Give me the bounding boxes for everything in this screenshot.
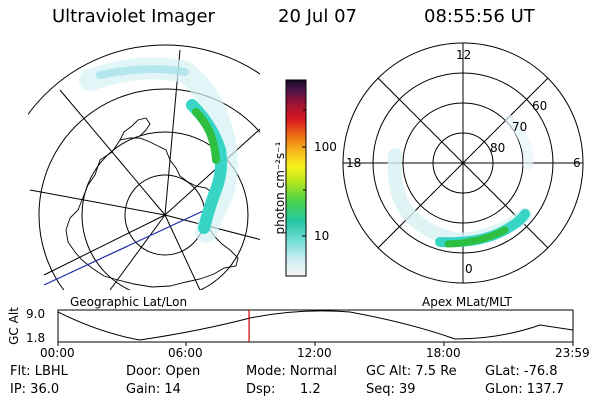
- aurora-mag: [387, 115, 534, 248]
- altitude-curve: [58, 310, 573, 341]
- mlt-label-18: 18: [346, 156, 362, 170]
- header-date: 20 Jul 07: [278, 6, 357, 27]
- info-glon: GLon: 137.7: [485, 382, 565, 397]
- info-dsp-value: 1.2: [300, 382, 321, 397]
- altitude-plot-frame: [57, 309, 574, 343]
- antarctic-peninsula: [119, 117, 151, 141]
- info-dsp-label: Dsp:: [246, 382, 276, 397]
- colorbar-tick-100: 100: [314, 140, 337, 154]
- altitude-ytick-1-8: 1.8: [26, 331, 46, 345]
- mlt-label-6: 6: [573, 156, 581, 170]
- aurora-geo: [79, 57, 238, 243]
- info-filter: Flt: LBHL: [10, 364, 68, 379]
- mlt-label-0: 0: [465, 262, 473, 276]
- altitude-ylabel: GC Alt: [7, 307, 21, 345]
- info-mode: Mode: Normal: [246, 364, 337, 379]
- colorbar: [285, 79, 307, 277]
- mlat-label-60: 60: [532, 99, 548, 113]
- instrument-title: Ultraviolet Imager: [52, 6, 215, 27]
- time-tick-0000: 00:00: [40, 346, 75, 360]
- info-gc-alt: GC Alt: 7.5 Re: [366, 364, 457, 379]
- mlt-label-12: 12: [456, 48, 472, 62]
- info-glat: GLat: -76.8: [485, 364, 558, 379]
- time-tick-2359: 23:59: [555, 346, 590, 360]
- colorbar-unit-label: photon cm⁻²s⁻¹: [273, 141, 287, 235]
- info-ip: IP: 36.0: [10, 382, 60, 397]
- altitude-ytick-9: 9.0: [26, 307, 46, 321]
- time-tick-1200: 12:00: [297, 346, 332, 360]
- mlat-label-70: 70: [512, 120, 528, 134]
- info-gain: Gain: 14: [126, 382, 181, 397]
- colorbar-tick-10: 10: [314, 229, 330, 243]
- info-door: Door: Open: [126, 364, 201, 379]
- header-time: 08:55:56 UT: [424, 6, 535, 27]
- geo-panel-caption: Geographic Lat/Lon: [70, 295, 188, 309]
- mag-panel-caption: Apex MLat/MLT: [422, 295, 512, 309]
- info-seq: Seq: 39: [366, 382, 416, 397]
- time-tick-0600: 06:00: [168, 346, 203, 360]
- mlat-label-80: 80: [490, 141, 506, 155]
- time-tick-1800: 18:00: [426, 346, 461, 360]
- antarctica-coastline: [65, 137, 239, 288]
